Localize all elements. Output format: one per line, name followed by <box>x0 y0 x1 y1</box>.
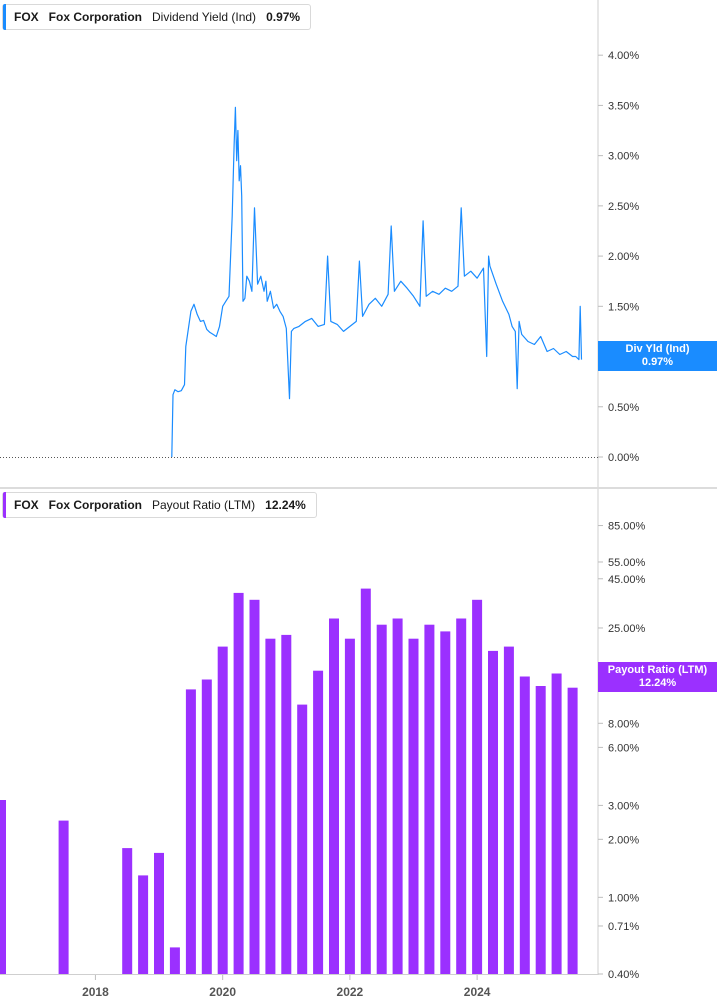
payout-bar <box>249 599 260 974</box>
tag-value: 0.97% <box>641 356 674 368</box>
y-tick-label: 0.00% <box>608 452 639 464</box>
x-axis: 2018 2020 2022 2024 <box>82 975 491 999</box>
payout-bar <box>297 704 308 974</box>
payout-bar <box>344 638 355 974</box>
tag-value: 12.24% <box>638 677 677 689</box>
payout-bar <box>329 618 339 974</box>
x-tick-label: 2022 <box>337 985 364 999</box>
payout-bar <box>440 631 451 974</box>
payout-bar <box>567 687 578 974</box>
payout-bar <box>122 848 133 974</box>
y-tick-label: 55.00% <box>608 557 646 569</box>
y-tick-label: 3.00% <box>608 800 639 812</box>
payout-bar <box>0 800 6 974</box>
payout-bar <box>281 634 292 974</box>
dividend-yield-series <box>171 106 583 458</box>
payout-bar <box>472 599 483 974</box>
payout-bar <box>392 618 403 974</box>
y-tick-label: 0.50% <box>608 402 639 414</box>
legend-value: 12.24% <box>265 498 306 512</box>
y-tick-label: 1.00% <box>608 892 639 904</box>
payout-bar <box>58 820 69 974</box>
y-tick-label: 0.71% <box>608 921 639 933</box>
bottom-legend: FOX Fox Corporation Payout Ratio (LTM) 1… <box>2 492 317 518</box>
bottom-y-axis: 0.40%0.71%1.00%2.00%3.00%6.00%8.00%15.00… <box>598 521 646 981</box>
y-tick-label: 25.00% <box>608 623 646 635</box>
y-tick-label: 8.00% <box>608 718 639 730</box>
payout-bar <box>233 592 244 974</box>
legend-company: Fox Corporation <box>48 498 142 512</box>
x-tick-label: 2020 <box>209 985 236 999</box>
y-tick-label: 6.00% <box>608 742 639 754</box>
top-legend: FOX Fox Corporation Dividend Yield (Ind)… <box>2 4 312 30</box>
payout-bar <box>408 638 419 974</box>
y-tick-label: 45.00% <box>608 574 646 586</box>
payout-bar <box>138 875 149 974</box>
payout-bar <box>265 638 276 974</box>
legend-ticker: FOX <box>14 10 39 24</box>
legend-company: Fox Corporation <box>48 10 142 24</box>
tag-label: Div Yld (Ind) <box>625 343 690 355</box>
x-tick-label: 2018 <box>82 985 109 999</box>
y-tick-label: 4.00% <box>608 50 639 62</box>
payout-bar <box>535 686 546 974</box>
legend-swatch <box>3 492 6 518</box>
payout-bar <box>154 852 164 974</box>
payout-bar <box>169 947 180 974</box>
payout-value-tag: Payout Ratio (LTM) 12.24% <box>598 662 717 692</box>
yield-line <box>171 106 583 458</box>
legend-metric: Payout Ratio (LTM) <box>152 498 256 512</box>
payout-bar <box>488 650 498 974</box>
legend-swatch <box>3 4 6 30</box>
y-tick-label: 3.50% <box>608 100 639 112</box>
top-y-axis: 0.00%0.50%1.00%1.50%2.00%2.50%3.00%3.50%… <box>598 50 639 464</box>
payout-bar <box>201 679 212 974</box>
y-tick-label: 3.00% <box>608 151 639 163</box>
payout-bar <box>313 670 324 974</box>
yield-value-tag: Div Yld (Ind) 0.97% <box>598 341 717 371</box>
y-tick-label: 2.50% <box>608 201 639 213</box>
x-tick-label: 2024 <box>464 985 491 999</box>
legend-value: 0.97% <box>266 10 301 24</box>
payout-bar <box>519 676 530 974</box>
legend-ticker: FOX <box>14 498 39 512</box>
payout-ratio-bars <box>0 588 578 974</box>
legend-metric: Dividend Yield (Ind) <box>152 10 257 24</box>
payout-bar <box>456 618 467 974</box>
payout-bar <box>503 646 514 974</box>
payout-bar <box>424 624 435 974</box>
y-tick-label: 2.00% <box>608 251 639 263</box>
payout-bar <box>185 689 196 974</box>
y-tick-label: 2.00% <box>608 834 639 846</box>
payout-bar <box>360 588 371 974</box>
y-tick-label: 85.00% <box>608 521 646 533</box>
payout-bar <box>551 673 562 974</box>
y-tick-label: 0.40% <box>608 969 639 981</box>
payout-bar <box>376 624 387 974</box>
y-tick-label: 1.50% <box>608 301 639 313</box>
payout-bar <box>217 646 228 974</box>
tag-label: Payout Ratio (LTM) <box>607 664 708 676</box>
